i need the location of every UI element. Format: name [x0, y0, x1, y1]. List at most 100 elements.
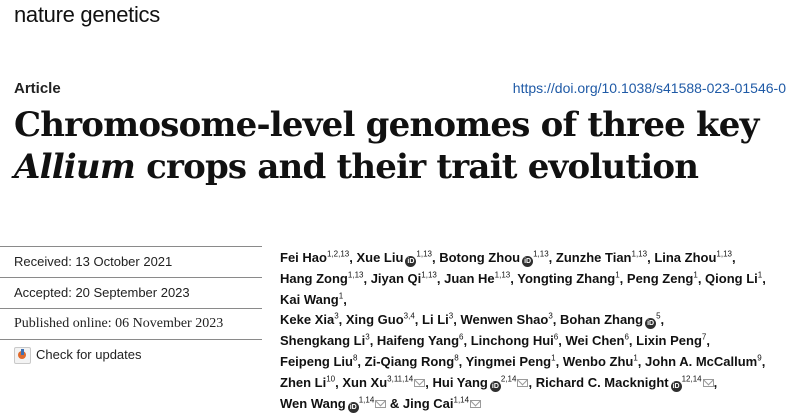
author[interactable]: Xun Xu3,11,14 — [342, 374, 426, 390]
orcid-icon[interactable]: iD — [670, 380, 682, 392]
affiliation-superscript[interactable]: 3 — [334, 312, 339, 322]
author-name[interactable]: Lixin Peng — [636, 333, 702, 349]
affiliation-superscript[interactable]: 6 — [459, 332, 464, 342]
author-name[interactable]: Feipeng Liu — [280, 353, 353, 369]
author[interactable]: Jing Cai1,14 — [402, 395, 482, 411]
author-name[interactable]: Hui Yang — [432, 374, 488, 390]
author-name[interactable]: Qiong Li — [705, 270, 758, 286]
author-name[interactable]: Keke Xia — [280, 312, 335, 328]
affiliation-superscript[interactable]: 3 — [365, 332, 370, 342]
author-name[interactable]: Yongting Zhang — [517, 270, 616, 286]
author[interactable]: Zhen Li10 — [280, 375, 335, 390]
author-name[interactable]: Jing Cai — [402, 395, 454, 411]
author[interactable]: Kai Wang1 — [280, 292, 343, 307]
author-name[interactable]: Bohan Zhang — [560, 312, 644, 328]
affiliation-superscript[interactable]: 1,13 — [416, 249, 432, 259]
author-name[interactable]: Fei Hao — [280, 250, 327, 265]
author-name[interactable]: John A. McCallum — [645, 353, 758, 369]
author-name[interactable]: Shengkang Li — [280, 333, 366, 349]
author[interactable]: Xing Guo3,4 — [346, 312, 415, 327]
author[interactable]: Feipeng Liu8 — [280, 354, 357, 369]
affiliation-superscript[interactable]: 6 — [624, 332, 629, 342]
author-name[interactable]: Wen Wang — [280, 395, 346, 411]
orcid-icon[interactable]: iD — [522, 256, 534, 267]
author-name[interactable]: Haifeng Yang — [376, 333, 460, 349]
author-name[interactable]: Zi-Qiang Rong — [364, 353, 455, 369]
author-name[interactable]: Xing Guo — [345, 312, 404, 328]
author[interactable]: Xue Liu iD1,13 — [356, 249, 432, 267]
affiliation-superscript[interactable]: 1,13 — [533, 249, 549, 259]
author-name[interactable]: Wei Chen — [565, 333, 625, 349]
author-name[interactable]: Lina Zhou — [654, 250, 717, 265]
author[interactable]: Qiong Li1 — [705, 271, 762, 286]
affiliation-superscript[interactable]: 10 — [326, 374, 336, 384]
author-name[interactable]: Xue Liu — [356, 250, 404, 265]
affiliation-superscript[interactable]: 3,4 — [403, 312, 415, 322]
author-name[interactable]: Juan He — [444, 270, 495, 286]
affiliation-superscript[interactable]: 1,13 — [347, 270, 364, 280]
affiliation-superscript[interactable]: 3,11,14 — [387, 374, 414, 384]
author-name[interactable]: Richard C. Macknight — [535, 374, 669, 390]
affiliation-superscript[interactable]: 8 — [352, 353, 358, 363]
author[interactable]: Yongting Zhang1 — [517, 271, 619, 286]
author[interactable]: Bohan Zhang iD5 — [560, 312, 661, 330]
affiliation-superscript[interactable]: 1 — [693, 270, 698, 280]
author-name[interactable]: Li Li — [422, 312, 449, 328]
author[interactable]: Lixin Peng7 — [636, 333, 706, 348]
author[interactable]: Peng Zeng1 — [627, 271, 698, 286]
affiliation-superscript[interactable]: 5 — [656, 312, 661, 322]
author[interactable]: Richard C. Macknight iD12,14 — [535, 374, 714, 392]
author-name[interactable]: Botong Zhou — [439, 250, 521, 265]
author[interactable]: Fei Hao1,2,13 — [280, 250, 349, 265]
orcid-icon[interactable]: iD — [405, 256, 417, 267]
author-name[interactable]: Peng Zeng — [626, 270, 694, 286]
author[interactable]: Lina Zhou1,13 — [654, 250, 732, 265]
orcid-icon[interactable]: iD — [645, 318, 657, 330]
orcid-icon[interactable]: iD — [489, 380, 501, 392]
check-for-updates-button[interactable]: Check for updates — [0, 339, 262, 370]
author[interactable]: Li Li3 — [422, 312, 453, 327]
author-name[interactable]: Yingmei Peng — [465, 353, 552, 369]
email-icon[interactable] — [414, 378, 426, 387]
affiliation-superscript[interactable]: 1,13 — [716, 249, 732, 259]
orcid-icon[interactable]: iD — [347, 401, 359, 413]
affiliation-superscript[interactable]: 7 — [701, 332, 707, 342]
author[interactable]: Haifeng Yang6 — [377, 333, 464, 348]
author-name[interactable]: Zhen Li — [280, 374, 327, 390]
affiliation-superscript[interactable]: 1 — [633, 353, 638, 363]
affiliation-superscript[interactable]: 1 — [551, 353, 556, 363]
author[interactable]: Shengkang Li3 — [280, 333, 370, 348]
email-icon[interactable] — [702, 378, 714, 387]
affiliation-superscript[interactable]: 6 — [553, 332, 559, 342]
affiliation-superscript[interactable]: 8 — [454, 353, 459, 363]
author-name[interactable]: Hang Zong — [280, 270, 348, 286]
author[interactable]: Wenbo Zhu1 — [563, 354, 638, 369]
author[interactable]: Wen Wang iD1,14 — [280, 395, 387, 413]
author[interactable]: Hang Zong1,13 — [280, 271, 363, 286]
email-icon[interactable] — [517, 378, 529, 387]
affiliation-superscript[interactable]: 1,13 — [494, 270, 511, 280]
affiliation-superscript[interactable]: 1,14 — [453, 395, 470, 405]
author[interactable]: Zi-Qiang Rong8 — [365, 354, 459, 369]
author[interactable]: Keke Xia3 — [280, 312, 339, 327]
author-name[interactable]: Xun Xu — [342, 374, 388, 390]
affiliation-superscript[interactable]: 3 — [548, 312, 553, 322]
author[interactable]: Yingmei Peng1 — [466, 354, 556, 369]
author[interactable]: Jiyan Qi1,13 — [371, 271, 437, 286]
author[interactable]: Juan He1,13 — [444, 271, 510, 286]
affiliation-superscript[interactable]: 1 — [757, 270, 763, 280]
author[interactable]: Wei Chen6 — [565, 333, 628, 348]
author-name[interactable]: Zunzhe Tian — [555, 250, 632, 265]
affiliation-superscript[interactable]: 2,14 — [500, 374, 517, 384]
affiliation-superscript[interactable]: 1 — [338, 291, 344, 301]
affiliation-superscript[interactable]: 1,2,13 — [326, 249, 350, 259]
author[interactable]: Wenwen Shao3 — [460, 312, 552, 327]
author[interactable]: Botong Zhou iD1,13 — [439, 249, 549, 267]
author-name[interactable]: Wenwen Shao — [460, 312, 549, 328]
affiliation-superscript[interactable]: 1,13 — [631, 249, 648, 259]
author-name[interactable]: Jiyan Qi — [370, 270, 422, 286]
affiliation-superscript[interactable]: 3 — [448, 312, 454, 322]
author[interactable]: John A. McCallum9 — [645, 354, 762, 369]
doi-link[interactable]: https://doi.org/10.1038/s41588-023-01546… — [512, 80, 786, 96]
author-name[interactable]: Linchong Hui — [470, 333, 554, 349]
